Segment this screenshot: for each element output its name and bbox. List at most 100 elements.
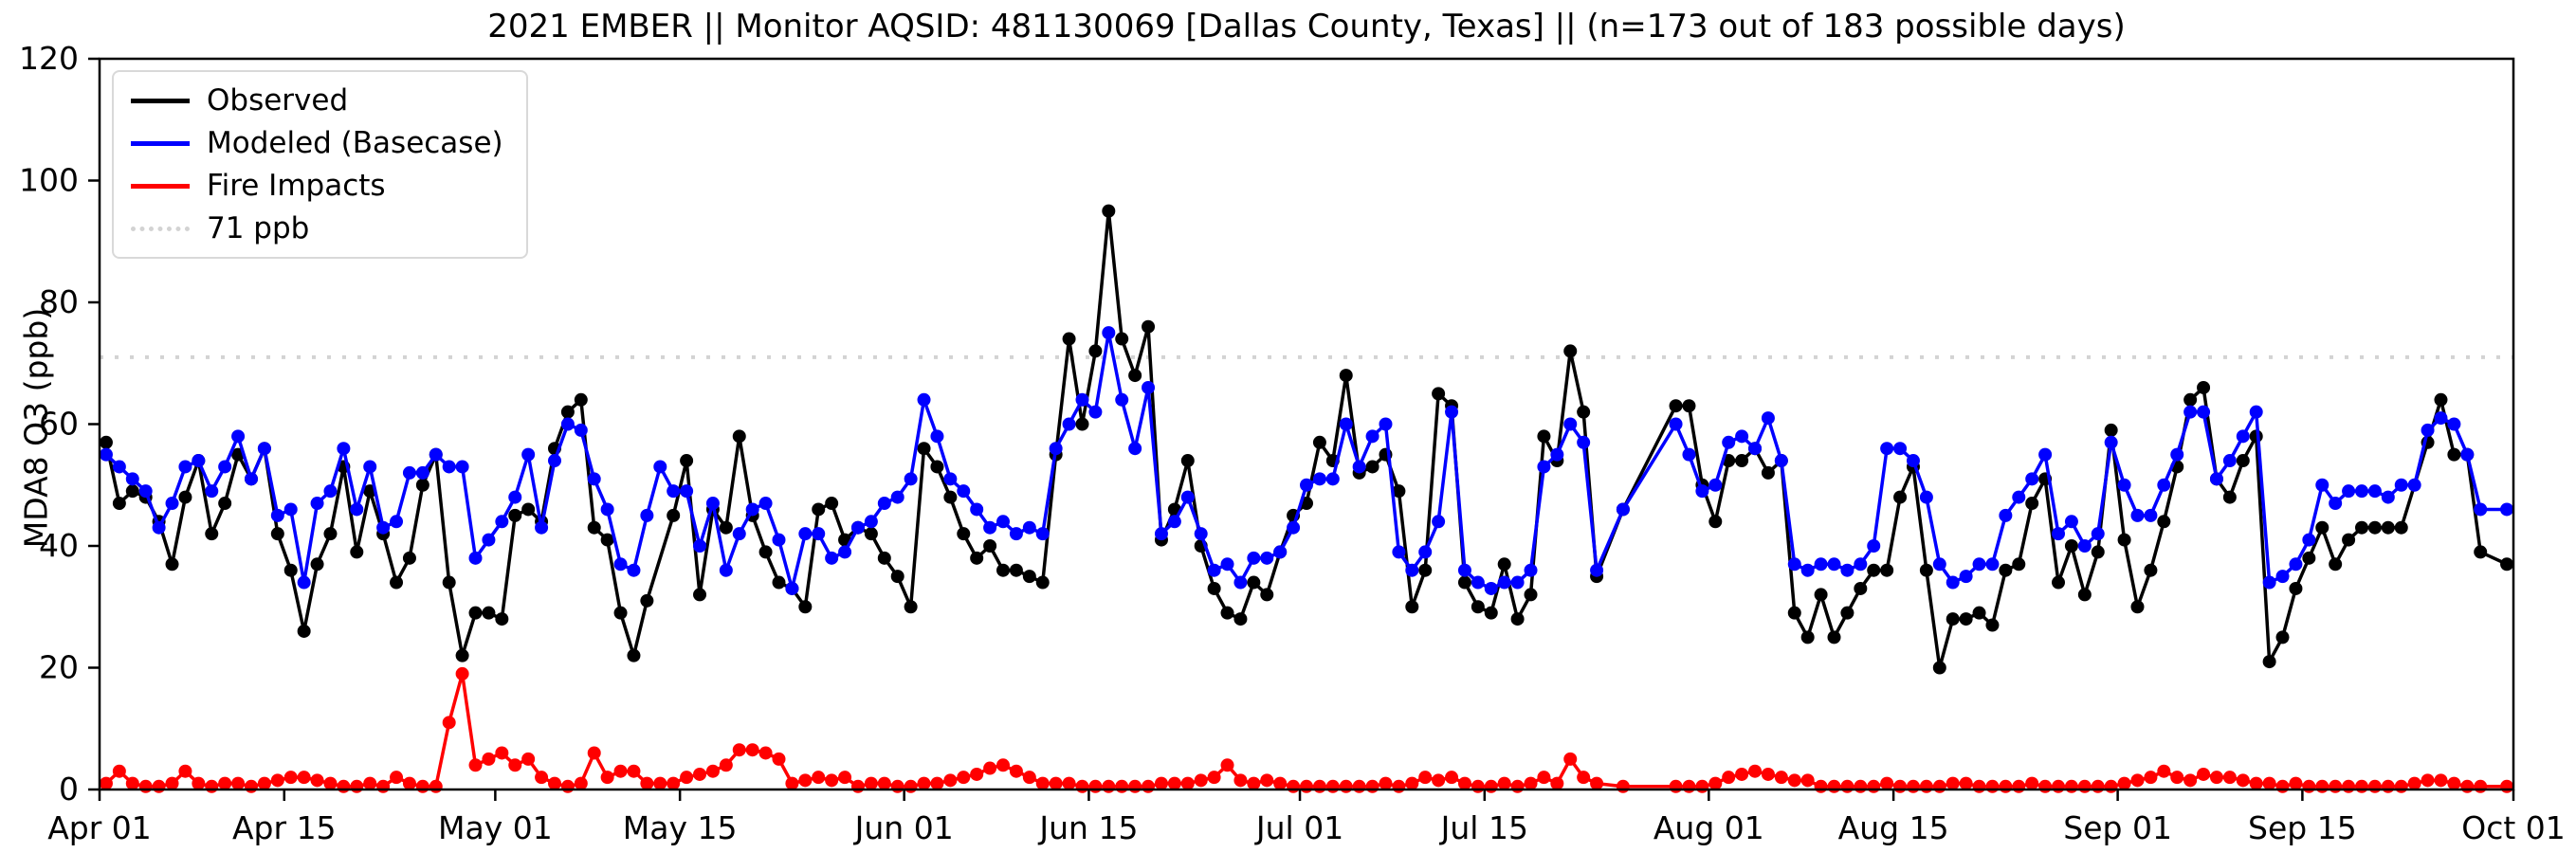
- data-point: [1445, 405, 1459, 419]
- data-point: [2104, 423, 2118, 437]
- data-point: [1695, 779, 1709, 793]
- data-point: [2315, 478, 2329, 492]
- data-point: [693, 588, 707, 602]
- data-point: [2355, 520, 2369, 535]
- data-point: [587, 746, 601, 760]
- data-point: [390, 771, 404, 785]
- data-point: [1273, 545, 1288, 559]
- observed-line-swatch: [131, 98, 190, 103]
- legend-label-modeled: Modeled (Basecase): [207, 126, 503, 160]
- data-point: [390, 515, 404, 529]
- data-point: [2289, 557, 2303, 572]
- data-point: [547, 776, 561, 790]
- data-point: [2025, 497, 2039, 511]
- data-point: [1009, 563, 1023, 577]
- data-point: [1787, 557, 1801, 572]
- data-point: [1800, 563, 1815, 577]
- data-point: [2302, 779, 2316, 793]
- data-point: [1445, 771, 1459, 785]
- data-point: [1854, 581, 1868, 595]
- data-point: [415, 478, 429, 492]
- data-point: [693, 767, 707, 781]
- data-point: [1735, 454, 1749, 468]
- data-point: [1787, 773, 1801, 788]
- data-point: [996, 515, 1011, 529]
- series-line-0: [104, 209, 2508, 670]
- data-point: [600, 533, 614, 547]
- data-point: [917, 392, 931, 407]
- data-point: [798, 773, 813, 788]
- data-point: [1194, 773, 1208, 788]
- data-point: [1365, 429, 1379, 444]
- data-point: [192, 776, 206, 790]
- data-point: [1207, 563, 1221, 577]
- data-point: [257, 776, 271, 790]
- data-point: [1510, 612, 1525, 626]
- data-point: [1194, 527, 1208, 541]
- data-point: [2222, 454, 2237, 468]
- data-point: [1180, 776, 1195, 790]
- data-point: [850, 520, 865, 535]
- data-point: [1115, 332, 1129, 346]
- data-point: [1959, 776, 1973, 790]
- y-tick-label: 80: [39, 283, 79, 320]
- data-point: [2315, 520, 2329, 535]
- data-point: [1708, 776, 1723, 790]
- data-point: [363, 460, 377, 474]
- data-point: [165, 497, 179, 511]
- x-tick-label: May 15: [623, 809, 738, 846]
- data-point: [1497, 776, 1511, 790]
- data-point: [758, 545, 773, 559]
- data-point: [1814, 557, 1828, 572]
- data-point: [1735, 429, 1749, 444]
- data-point: [402, 776, 416, 790]
- data-point: [2130, 600, 2145, 614]
- data-point: [825, 773, 839, 788]
- data-point: [653, 776, 667, 790]
- data-point: [983, 539, 997, 553]
- data-point: [1339, 417, 1353, 431]
- data-point: [2355, 484, 2369, 499]
- y-tick-label: 60: [39, 406, 79, 443]
- data-point: [138, 779, 153, 793]
- data-point: [1959, 612, 1973, 626]
- data-point: [1247, 776, 1261, 790]
- data-point: [2091, 545, 2105, 559]
- data-point: [350, 779, 364, 793]
- data-point: [1457, 776, 1471, 790]
- data-point: [1985, 779, 2000, 793]
- data-point: [442, 716, 456, 730]
- data-point: [1471, 600, 1485, 614]
- data-point: [2157, 764, 2171, 778]
- data-point: [283, 771, 298, 785]
- data-point: [1867, 539, 1881, 553]
- x-tick-label: Aug 01: [1653, 809, 1764, 846]
- data-point: [2421, 773, 2435, 788]
- data-point: [2367, 520, 2382, 535]
- data-point: [1075, 779, 1089, 793]
- data-point: [125, 472, 139, 486]
- data-point: [574, 776, 588, 790]
- data-point: [2064, 779, 2078, 793]
- data-point: [468, 606, 483, 620]
- fire-line-swatch: [131, 183, 190, 189]
- data-point: [1854, 779, 1868, 793]
- data-point: [825, 497, 839, 511]
- data-point: [1563, 417, 1578, 431]
- data-point: [2077, 588, 2092, 602]
- data-point: [1800, 773, 1815, 788]
- data-point: [297, 771, 311, 785]
- data-point: [1497, 557, 1511, 572]
- data-point: [1590, 776, 1604, 790]
- data-point: [1814, 779, 1828, 793]
- data-point: [521, 502, 536, 517]
- data-point: [627, 764, 641, 778]
- data-point: [1180, 490, 1195, 504]
- data-point: [1102, 204, 1116, 218]
- data-point: [297, 575, 311, 590]
- data-point: [1999, 779, 2013, 793]
- data-point: [1524, 588, 1538, 602]
- data-point: [1339, 369, 1353, 383]
- data-point: [1800, 630, 1815, 644]
- data-point: [1207, 581, 1221, 595]
